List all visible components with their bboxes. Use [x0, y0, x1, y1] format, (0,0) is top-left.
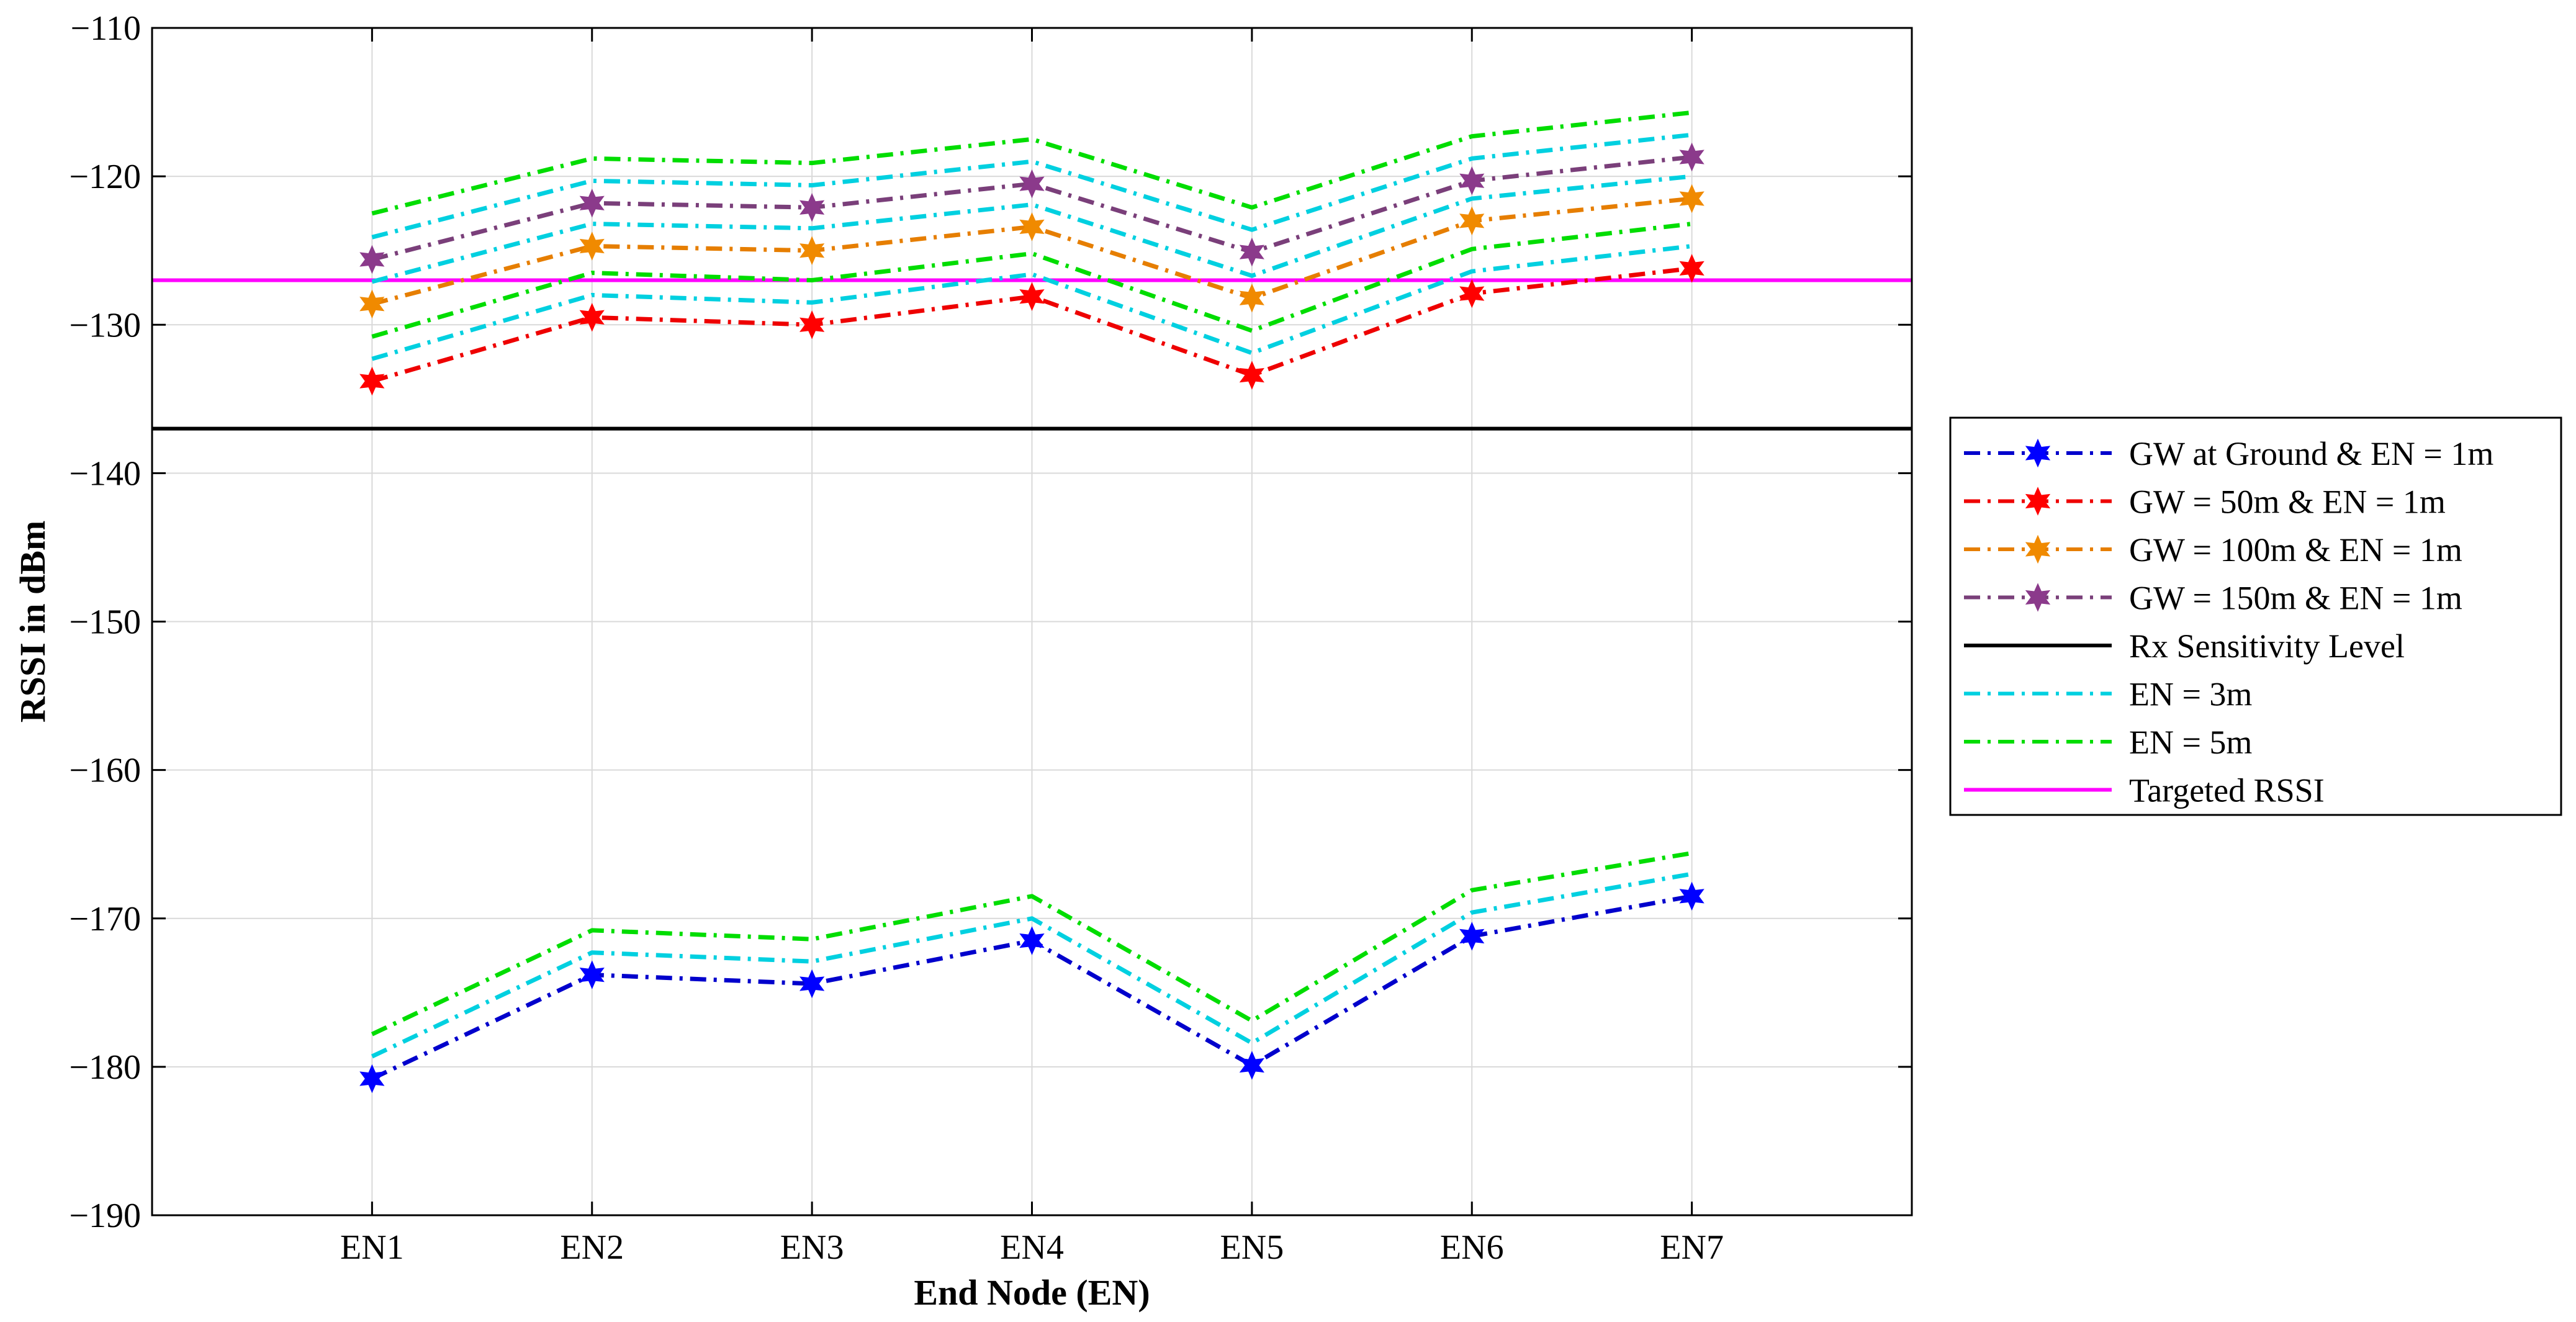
- gw-150m-en-1m-marker: [1679, 142, 1705, 172]
- legend-gw-100m-en-1m-marker: [2025, 534, 2051, 564]
- y-tick-label: −110: [70, 9, 141, 48]
- y-tick-label: −120: [69, 158, 141, 196]
- legend-gw-50m-en-1m-label: GW = 50m & EN = 1m: [2129, 483, 2446, 521]
- legend-gw-at-ground-en-1m-label: GW at Ground & EN = 1m: [2129, 435, 2493, 472]
- y-axis-title: RSSI in dBm: [12, 521, 53, 723]
- gw-100m-en-1m-marker: [1459, 206, 1485, 236]
- legend-box: [1949, 416, 2562, 816]
- gw-100m-en-1m-marker: [1019, 212, 1045, 241]
- gw-150m-en-1m-marker: [1239, 237, 1264, 267]
- legend-rx-sensitivity-level-label: Rx Sensitivity Level: [2129, 627, 2405, 665]
- en-3m-line: [371, 871, 1693, 1059]
- y-tick-label: −180: [69, 1048, 141, 1087]
- gw-50m-en-1m-marker: [579, 303, 605, 332]
- gw-at-ground-en-1m-marker: [1679, 881, 1705, 911]
- y-tick-label: −190: [69, 1197, 141, 1235]
- x-axis-title: End Node (EN): [914, 1272, 1150, 1313]
- gw-at-ground-en-1m-marker: [579, 960, 605, 989]
- x-tick-label: EN7: [1660, 1228, 1724, 1267]
- gw-100m-en-1m-marker: [1239, 283, 1264, 313]
- gw-50m-en-5m-line: [371, 222, 1692, 339]
- gw-50m-en-3m-line: [371, 244, 1692, 361]
- x-tick-label: EN4: [1000, 1228, 1064, 1267]
- gw-150m-en-1m-marker: [1459, 166, 1485, 196]
- gw-50m-en-1m-marker: [1019, 282, 1045, 312]
- gw-at-ground-en-1m-marker: [359, 1064, 385, 1094]
- gw-100m-en-1m-marker: [359, 289, 385, 319]
- en-5m-line: [371, 851, 1693, 1036]
- gw-50m-en-1m-marker: [1459, 279, 1485, 308]
- gw-50m-en-1m-marker: [359, 366, 385, 396]
- legend-en-3m-label: EN = 3m: [2129, 676, 2252, 713]
- gw-150m-en-3m-line: [371, 132, 1692, 240]
- legend-en-5m-label: EN = 5m: [2129, 724, 2252, 761]
- legend-targeted-rssi-label: Targeted RSSI: [2129, 772, 2325, 809]
- x-tick-label: EN5: [1220, 1228, 1284, 1267]
- legend: GW at Ground & EN = 1m GW = 50m & EN = 1m…: [1949, 416, 2562, 816]
- gw-at-ground-en-1m-marker: [1459, 922, 1485, 951]
- gw-150m-en-1m-marker: [799, 193, 825, 222]
- y-tick-label: −140: [69, 454, 141, 493]
- gw-at-ground-en-1m-marker: [1239, 1051, 1264, 1080]
- gw-50m-en-1m-marker: [1679, 254, 1705, 283]
- gw-50m-en-1m-marker: [1239, 361, 1264, 390]
- legend-gw-150m-en-1m-marker: [2025, 583, 2051, 612]
- gw-150m-en-1m-marker: [359, 245, 385, 274]
- legend-gw-100m-en-1m-label: GW = 100m & EN = 1m: [2129, 531, 2462, 569]
- x-tick-label: EN2: [560, 1228, 624, 1267]
- axis-ticks: −190 −180 −170 −160 −150 −140 −130 −120 −110 EN1 E…: [69, 9, 1912, 1267]
- gw-at-ground-en-1m-marker: [1019, 926, 1045, 955]
- gw-50m-en-1m-marker: [799, 310, 825, 339]
- legend-gw-150m-en-1m-label: GW = 150m & EN = 1m: [2129, 580, 2462, 617]
- x-tick-label: EN6: [1440, 1228, 1504, 1267]
- legend-gw-at-ground-en-1m-marker: [2025, 438, 2051, 468]
- gw-100m-en-1m-marker: [1679, 184, 1705, 214]
- gw-100m-en-3m-line: [371, 174, 1692, 284]
- y-tick-label: −170: [69, 900, 141, 938]
- grid-lines: [152, 27, 1912, 1216]
- gw-100m-en-1m-marker: [799, 236, 825, 265]
- gw-at-ground-en-1m-marker: [799, 969, 825, 999]
- y-tick-label: −150: [69, 603, 141, 642]
- gw-150m-en-5m-line: [371, 110, 1692, 216]
- x-tick-label: EN1: [340, 1228, 404, 1267]
- gw-150m-en-1m-marker: [579, 188, 605, 218]
- series-markers: [359, 142, 1705, 1094]
- y-tick-label: −160: [69, 752, 141, 790]
- legend-gw-50m-en-1m-marker: [2025, 487, 2051, 516]
- y-tick-label: −130: [69, 306, 141, 344]
- gw-100m-en-1m-marker: [579, 232, 605, 261]
- gw-150m-en-1m-marker: [1019, 169, 1045, 199]
- x-tick-label: EN3: [780, 1228, 844, 1267]
